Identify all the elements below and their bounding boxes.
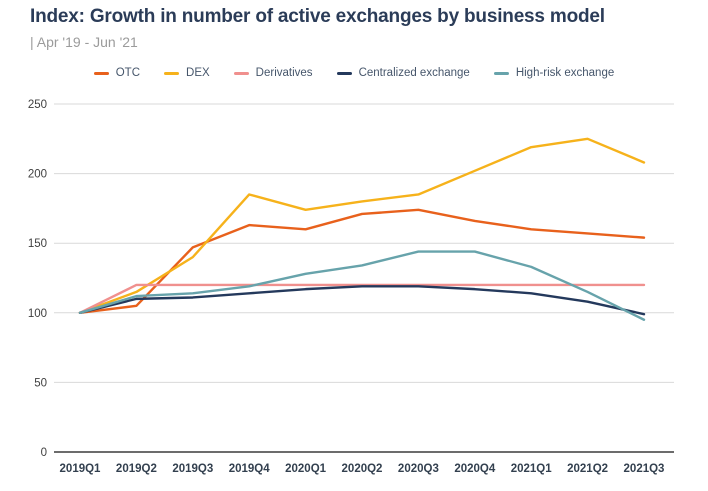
legend-swatch-centralized-exchange bbox=[336, 71, 352, 75]
legend-item-high-risk-exchange: High-risk exchange bbox=[493, 67, 615, 79]
legend-item-centralized-exchange: Centralized exchange bbox=[336, 67, 470, 79]
x-tick-label: 2021Q3 bbox=[624, 463, 665, 475]
legend-item-dex: DEX bbox=[164, 67, 210, 79]
series-line-dex bbox=[78, 137, 646, 315]
chart-title: Index: Growth in number of active exchan… bbox=[30, 6, 605, 27]
x-tick-label: 2019Q4 bbox=[229, 463, 271, 475]
x-tick-label: 2019Q2 bbox=[116, 463, 157, 475]
x-tick-label: 2021Q1 bbox=[511, 463, 553, 475]
legend-label: OTC bbox=[115, 67, 141, 79]
y-tick-label: 100 bbox=[28, 308, 47, 320]
series-line-high-risk-exchange bbox=[78, 250, 646, 321]
x-tick-label: 2020Q1 bbox=[285, 463, 327, 475]
chart-subtitle: | Apr '19 - Jun '21 bbox=[30, 34, 138, 50]
x-tick-label: 2020Q3 bbox=[398, 463, 439, 475]
series-line-otc bbox=[78, 208, 646, 315]
legend-label: Centralized exchange bbox=[358, 67, 470, 79]
series-line-centralized-exchange bbox=[78, 285, 646, 316]
legend-swatch-high-risk-exchange bbox=[493, 71, 509, 75]
x-tick-label: 2021Q2 bbox=[567, 463, 608, 475]
x-tick-label: 2019Q3 bbox=[172, 463, 213, 475]
legend-label: Derivatives bbox=[255, 67, 313, 79]
line-chart: 0 50 100 150 200 250 2019Q1 2019Q2 2019Q3 2019Q4 2… bbox=[28, 99, 674, 475]
y-tick-label: 50 bbox=[34, 377, 47, 389]
legend-label: DEX bbox=[186, 67, 210, 79]
legend-item-otc: OTC bbox=[93, 67, 141, 79]
x-tick-label: 2019Q1 bbox=[60, 463, 102, 475]
legend-swatch-dex bbox=[164, 71, 180, 75]
y-tick-label: 200 bbox=[28, 169, 47, 181]
x-tick-label: 2020Q2 bbox=[342, 463, 383, 475]
legend-swatch-derivatives bbox=[233, 71, 249, 75]
series-line-derivatives bbox=[78, 283, 646, 315]
y-tick-label: 150 bbox=[28, 238, 47, 250]
legend-item-derivatives: Derivatives bbox=[233, 67, 313, 79]
y-tick-label: 250 bbox=[28, 99, 47, 111]
y-tick-label: 0 bbox=[41, 447, 47, 459]
legend-label: High-risk exchange bbox=[515, 67, 615, 79]
legend: OTC DEX Derivatives Centralized exchange Hig… bbox=[0, 67, 708, 79]
x-tick-label: 2020Q4 bbox=[454, 463, 496, 475]
legend-swatch-otc bbox=[93, 71, 109, 75]
